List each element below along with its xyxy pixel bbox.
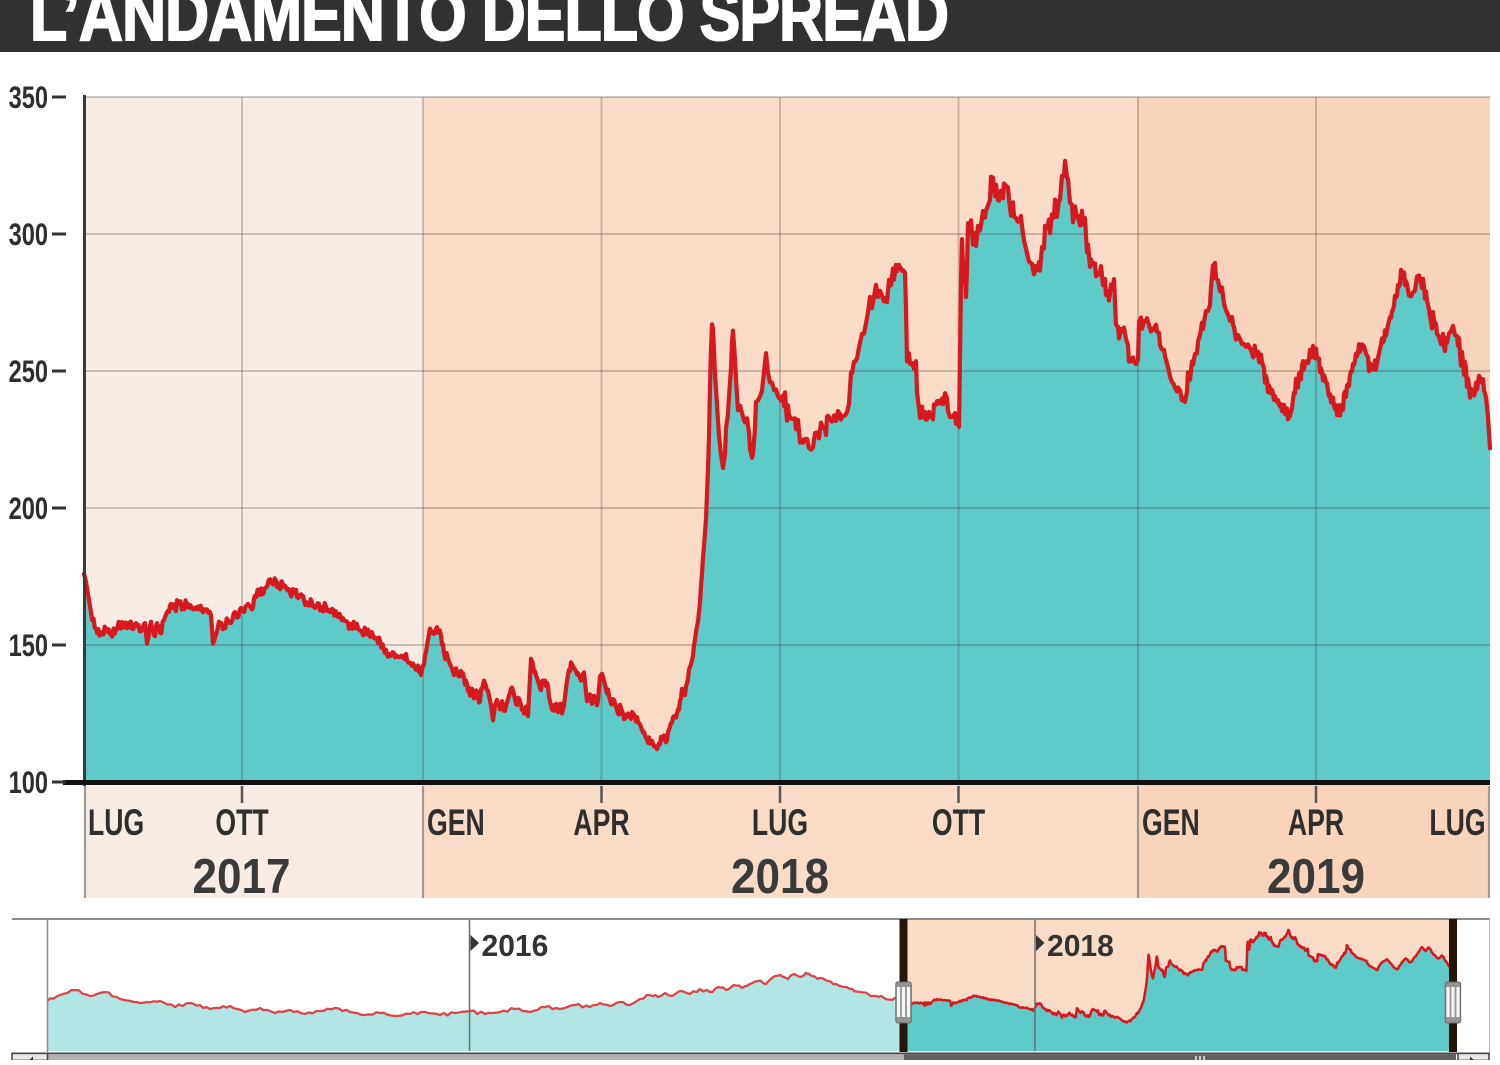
svg-text:OTT: OTT (215, 802, 268, 843)
svg-text:2018: 2018 (731, 849, 829, 904)
svg-text:APR: APR (1288, 802, 1344, 843)
svg-text:300: 300 (9, 217, 48, 252)
svg-text:LUG: LUG (1429, 802, 1485, 843)
svg-text:2017: 2017 (192, 849, 290, 904)
svg-text:150: 150 (9, 628, 48, 663)
svg-text:200: 200 (9, 491, 48, 526)
svg-text:100: 100 (9, 765, 48, 800)
svg-text:GEN: GEN (427, 802, 485, 843)
svg-text:2018: 2018 (1047, 929, 1114, 964)
svg-text:250: 250 (9, 354, 48, 389)
svg-text:APR: APR (573, 802, 629, 843)
svg-text:350: 350 (9, 80, 48, 115)
svg-text:LUG: LUG (88, 802, 144, 843)
svg-text:2019: 2019 (1267, 849, 1365, 904)
svg-text:GEN: GEN (1142, 802, 1200, 843)
svg-text:L’ANDAMENTO DELLO SPREAD: L’ANDAMENTO DELLO SPREAD (30, 0, 948, 56)
svg-text:2016: 2016 (482, 929, 549, 964)
svg-text:LUG: LUG (752, 802, 808, 843)
svg-text:OTT: OTT (932, 802, 985, 843)
